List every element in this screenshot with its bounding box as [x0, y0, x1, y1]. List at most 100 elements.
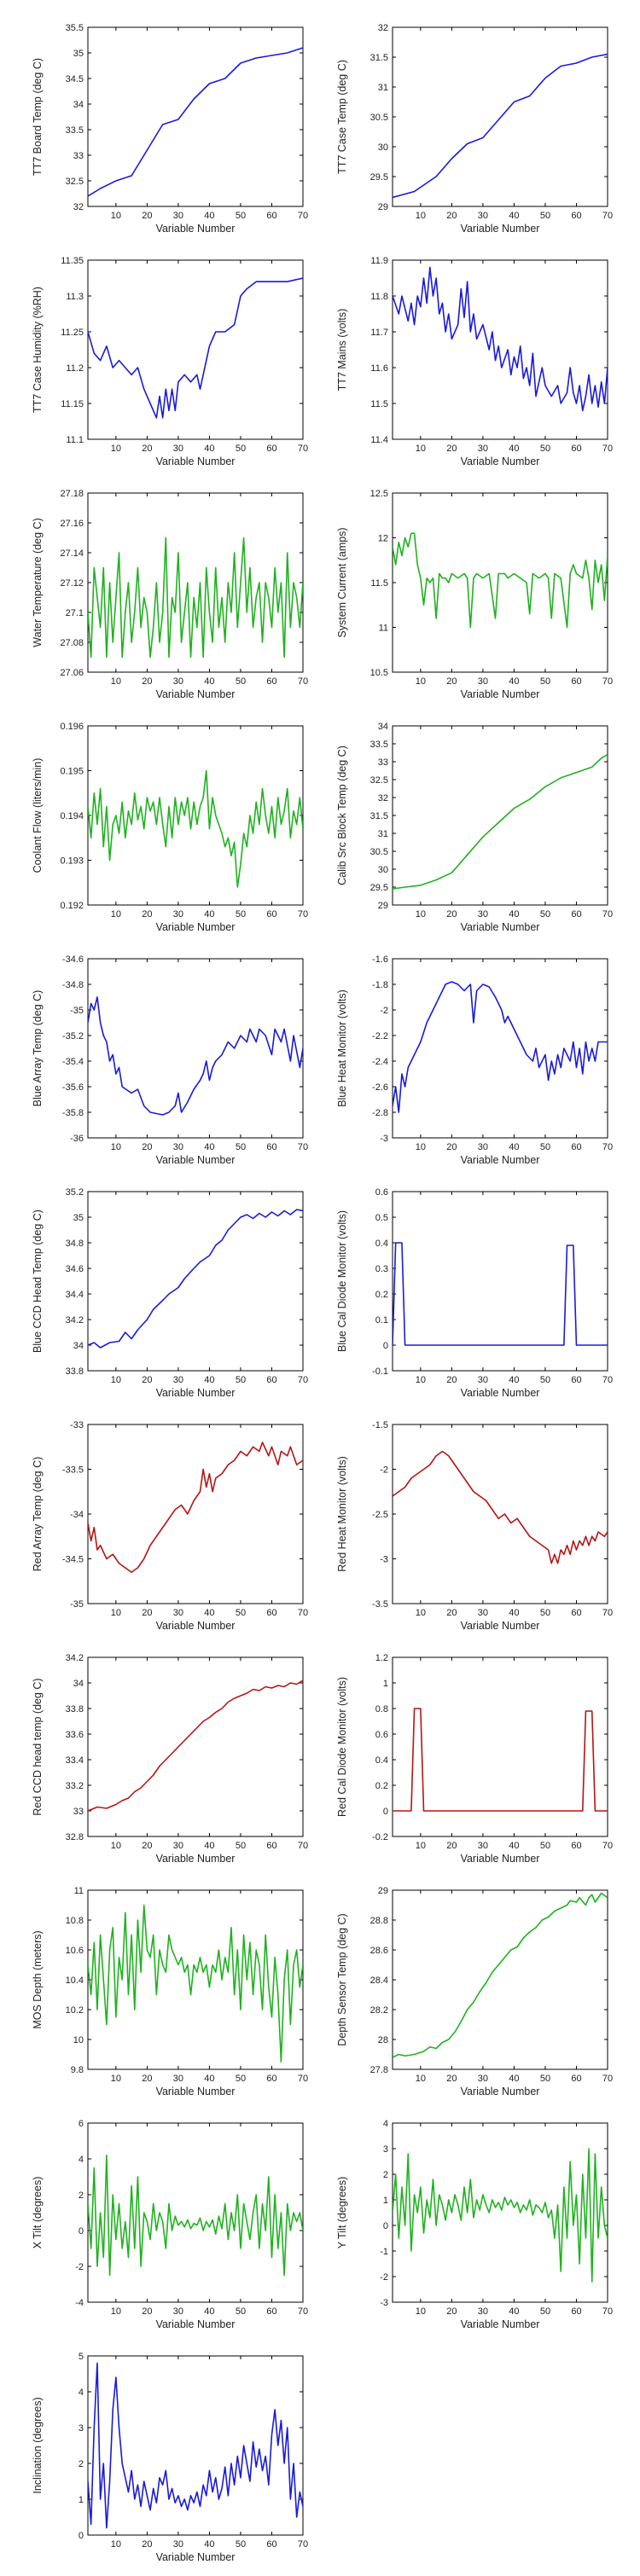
y-tick-label: 34.2: [66, 1653, 84, 1663]
x-tick-label: 60: [571, 1142, 581, 1152]
x-tick-label: 50: [236, 2306, 246, 2317]
x-tick-label: 10: [416, 676, 426, 687]
y-tick-label: -36: [70, 1134, 84, 1144]
y-tick-label: -3: [380, 1555, 388, 1565]
x-tick-label: 20: [142, 2539, 152, 2550]
chart-panel-20: 10 20 30 40 50 60 70 -3 -2 -1 0 1 2 3 4 Variable Number…: [311, 2115, 616, 2343]
y-tick-label: 10.6: [66, 1946, 84, 1956]
y-tick-label: 31.5: [370, 811, 388, 821]
x-tick-label: 10: [111, 1375, 121, 1385]
x-tick-label: 20: [446, 909, 457, 920]
chart-svg-15: 10 20 30 40 50 60 70 32.8 33 33.2 33.4 33.6 33.8 34 34…: [32, 1653, 308, 1865]
y-tick-label: 33.8: [66, 1366, 84, 1377]
y-tick-label: 28.4: [370, 1976, 388, 1986]
x-tick-label: 20: [142, 1375, 152, 1385]
x-tick-label: 60: [571, 444, 581, 454]
y-tick-label: 34.8: [66, 1239, 84, 1249]
plot-frame: [392, 1191, 608, 1372]
x-tick-label: 30: [173, 1142, 183, 1152]
y-tick-label: 11.2: [66, 363, 84, 374]
x-tick-label: 70: [298, 1375, 308, 1385]
x-tick-label: 50: [236, 1841, 246, 1851]
x-tick-label: 70: [298, 211, 308, 221]
x-tick-label: 30: [478, 1142, 488, 1152]
plot-frame: [87, 26, 304, 207]
y-tick-label: 11.5: [370, 399, 388, 409]
x-tick-label: 40: [509, 1142, 519, 1152]
chart-svg-4: 10 20 30 40 50 60 70 11.4 11.5 11.6 11.7 11.8 11.9 Va…: [336, 256, 613, 467]
x-tick-label: 40: [204, 909, 214, 920]
chart-svg-8: 10 20 30 40 50 60 70 29 29.5 30 30.5 31 31.5 32 32.5 33…: [336, 722, 613, 933]
chart-svg-17: 10 20 30 40 50 60 70 9.8 10 10.2 10.4 10.6 10.8 11 Var…: [32, 1886, 308, 2097]
chart-svg-1: 10 20 30 40 50 60 70 32 32.5 33 33.5 34 34.5 35 35.5 Va…: [32, 23, 308, 235]
x-tick-label: 60: [266, 1142, 276, 1152]
x-tick-label: 50: [236, 444, 246, 454]
x-axis-label: Variable Number: [156, 455, 236, 467]
x-tick-label: 30: [478, 1375, 488, 1385]
y-tick-label: 27.06: [60, 668, 84, 678]
x-tick-label: 40: [204, 444, 214, 454]
y-tick-label: 11.25: [61, 328, 84, 338]
y-tick-label: 0.2: [375, 1781, 388, 1791]
x-tick-label: 50: [540, 909, 550, 920]
chart-svg-13: 10 20 30 40 50 60 70 -35 -34.5 -34 -33.5 -33 Variabl…: [32, 1420, 308, 1632]
y-tick-label: 34: [73, 100, 84, 110]
y-tick-label: 35.2: [66, 1187, 84, 1198]
x-tick-label: 20: [446, 211, 457, 221]
x-tick-label: 50: [540, 444, 550, 454]
x-tick-label: 20: [446, 2306, 457, 2317]
y-tick-label: 11.7: [370, 328, 388, 338]
x-tick-label: 10: [416, 2306, 426, 2317]
y-tick-label: 33.5: [370, 740, 388, 750]
y-tick-label: 33.4: [66, 1755, 84, 1766]
y-tick-label: 0.5: [375, 1213, 388, 1223]
x-tick-label: 20: [446, 676, 457, 687]
y-tick-label: 2: [79, 2190, 84, 2201]
y-axis-label: Red CCD head temp (deg C): [32, 1678, 44, 1815]
x-tick-label: 60: [266, 444, 276, 454]
chart-svg-14: 10 20 30 40 50 60 70 -3.5 -3 -2.5 -2 -1.5 Variable N…: [336, 1420, 613, 1632]
y-axis-label: Y Tilt (degrees): [336, 2177, 348, 2249]
x-tick-label: 50: [540, 2306, 550, 2317]
x-axis-label: Variable Number: [461, 2086, 540, 2097]
chart-svg-19: 10 20 30 40 50 60 70 -4 -2 0 2 4 6 Variable Number X T…: [32, 2119, 308, 2330]
y-tick-label: 33.2: [66, 1781, 84, 1791]
plot-frame: [87, 2355, 304, 2536]
y-tick-label: -35.4: [62, 1057, 84, 1067]
plot-frame: [392, 1424, 608, 1604]
y-tick-label: 1: [79, 2495, 84, 2505]
x-tick-label: 40: [509, 2074, 519, 2084]
x-tick-label: 20: [142, 676, 152, 687]
y-tick-label: 34: [73, 1341, 84, 1351]
y-tick-label: 34.4: [66, 1290, 84, 1300]
x-tick-label: 70: [298, 1142, 308, 1152]
x-tick-label: 50: [236, 2539, 246, 2550]
y-tick-label: 31: [378, 83, 388, 93]
plot-frame: [392, 492, 608, 673]
series-line: [88, 2155, 303, 2277]
y-tick-label: 11.35: [61, 256, 84, 266]
y-axis-label: Blue CCD Head Temp (deg C): [32, 1210, 44, 1353]
chart-panel-13: 10 20 30 40 50 60 70 -35 -34.5 -34 -33.5 -33 Variabl…: [7, 1416, 311, 1645]
x-tick-label: 20: [446, 1142, 457, 1152]
x-tick-label: 50: [236, 909, 246, 920]
x-tick-label: 40: [509, 676, 519, 687]
y-tick-label: 32.5: [66, 177, 84, 187]
y-tick-label: 33.8: [66, 1704, 84, 1714]
x-tick-label: 70: [602, 1608, 613, 1618]
series-line: [88, 1209, 303, 1349]
x-tick-label: 10: [416, 1841, 426, 1851]
chart-panel-6: 10 20 30 40 50 60 70 10.5 11 11.5 12 12.5 Variable N…: [311, 484, 616, 713]
x-tick-label: 10: [111, 2539, 121, 2550]
y-axis-label: TT7 Case Temp (deg C): [336, 60, 348, 174]
x-axis-label: Variable Number: [461, 455, 540, 467]
chart-svg-11: 10 20 30 40 50 60 70 33.8 34 34.2 34.4 34.6 34.8 35 35…: [32, 1187, 308, 1399]
y-tick-label: -34.5: [62, 1555, 84, 1565]
series-line: [88, 769, 303, 888]
chart-svg-16: 10 20 30 40 50 60 70 -0.2 0 0.2 0.4 0.6 0.8 1 1.2 Varia…: [336, 1653, 613, 1865]
y-tick-label: 0.195: [60, 767, 84, 777]
x-tick-label: 40: [509, 444, 519, 454]
x-tick-label: 30: [478, 2306, 488, 2317]
y-tick-label: 4: [79, 2387, 84, 2398]
chart-panel-18: 10 20 30 40 50 60 70 27.8 28 28.2 28.4 28.6 28.8 29 Va…: [311, 1882, 616, 2110]
